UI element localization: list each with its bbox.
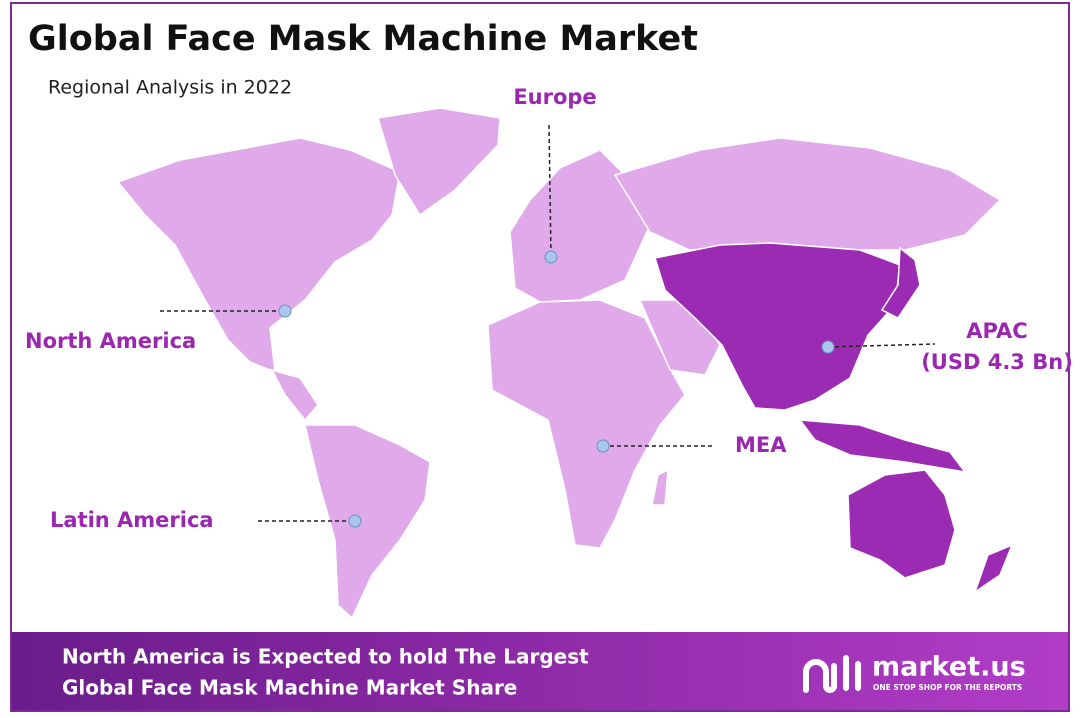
footer-text: Global Face Mask Machine Market Share [62,676,517,700]
title: Global Face Mask Machine Market [28,19,698,59]
new-zealand [973,543,1014,594]
southeast-asia [798,419,967,474]
north-asia [613,137,1002,251]
region-label: APAC [966,319,1027,343]
region-label: North America [25,329,196,353]
greenland [377,107,501,217]
marker [348,514,362,528]
region-label: Europe [513,85,596,109]
logo-icon [803,659,837,693]
region-value: (USD 4.3 Bn) [921,350,1073,374]
marker [278,304,292,318]
tagline: ONE STOP SHOP FOR THE REPORTS [873,683,1022,692]
brand: market.us [872,652,1026,683]
central-america [270,368,319,422]
leader-line [548,124,552,258]
north-america [116,137,401,374]
japan [880,246,921,319]
south-america [304,424,431,620]
world-map [116,107,1014,620]
australia [847,469,956,579]
leader-line [827,343,936,348]
subtitle: Regional Analysis in 2022 [48,77,292,99]
logo: market.us ONE STOP SHOP FOR THE REPORTS [803,652,1026,693]
asia [654,242,901,411]
region-label: Latin America [50,508,214,532]
logo-icon [843,655,861,691]
madagascar [651,468,669,506]
footer-band [12,632,1068,710]
africa [487,299,686,549]
marker [596,439,610,453]
leaders [160,124,936,528]
footer-text: North America is Expected to hold The La… [62,645,589,669]
marker [544,250,558,264]
region-label: MEA [735,433,787,457]
marker [821,340,835,354]
